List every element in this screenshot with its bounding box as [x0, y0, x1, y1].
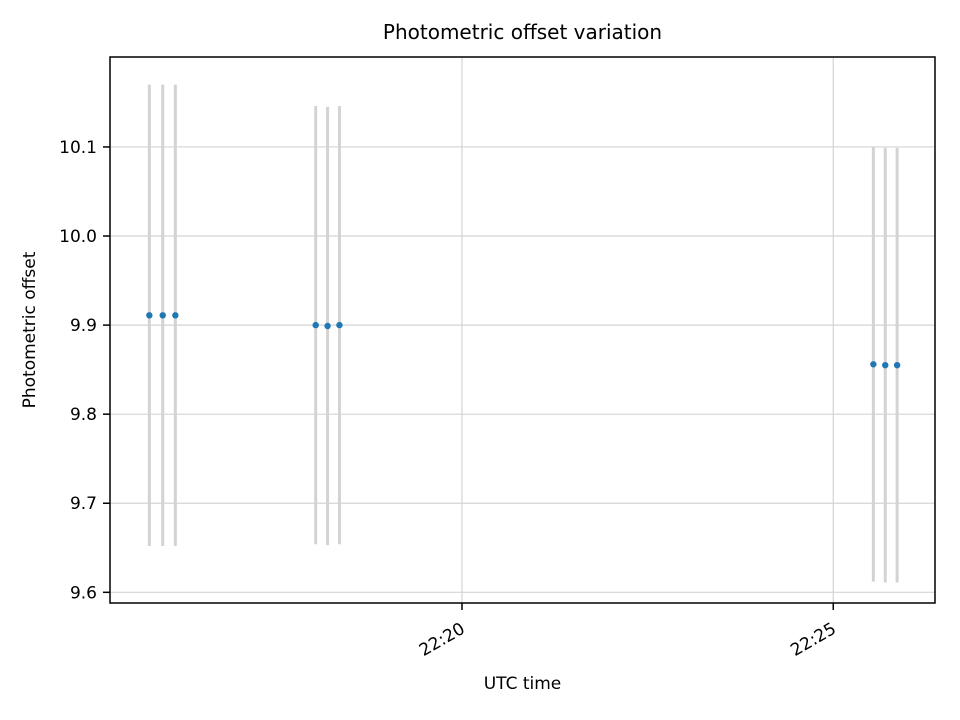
svg-text:22:20: 22:20 — [416, 619, 468, 661]
svg-text:10.1: 10.1 — [59, 138, 97, 158]
svg-text:9.6: 9.6 — [70, 583, 97, 603]
svg-text:9.7: 9.7 — [70, 494, 97, 514]
svg-text:9.9: 9.9 — [70, 316, 97, 336]
axis-label-y: Photometric offset — [20, 251, 40, 409]
svg-text:22:25: 22:25 — [787, 619, 839, 661]
svg-text:10.0: 10.0 — [59, 227, 97, 247]
axis-label-x: UTC time — [483, 674, 562, 694]
svg-text:9.8: 9.8 — [70, 405, 97, 425]
chart-title: Photometric offset variation — [382, 20, 663, 44]
